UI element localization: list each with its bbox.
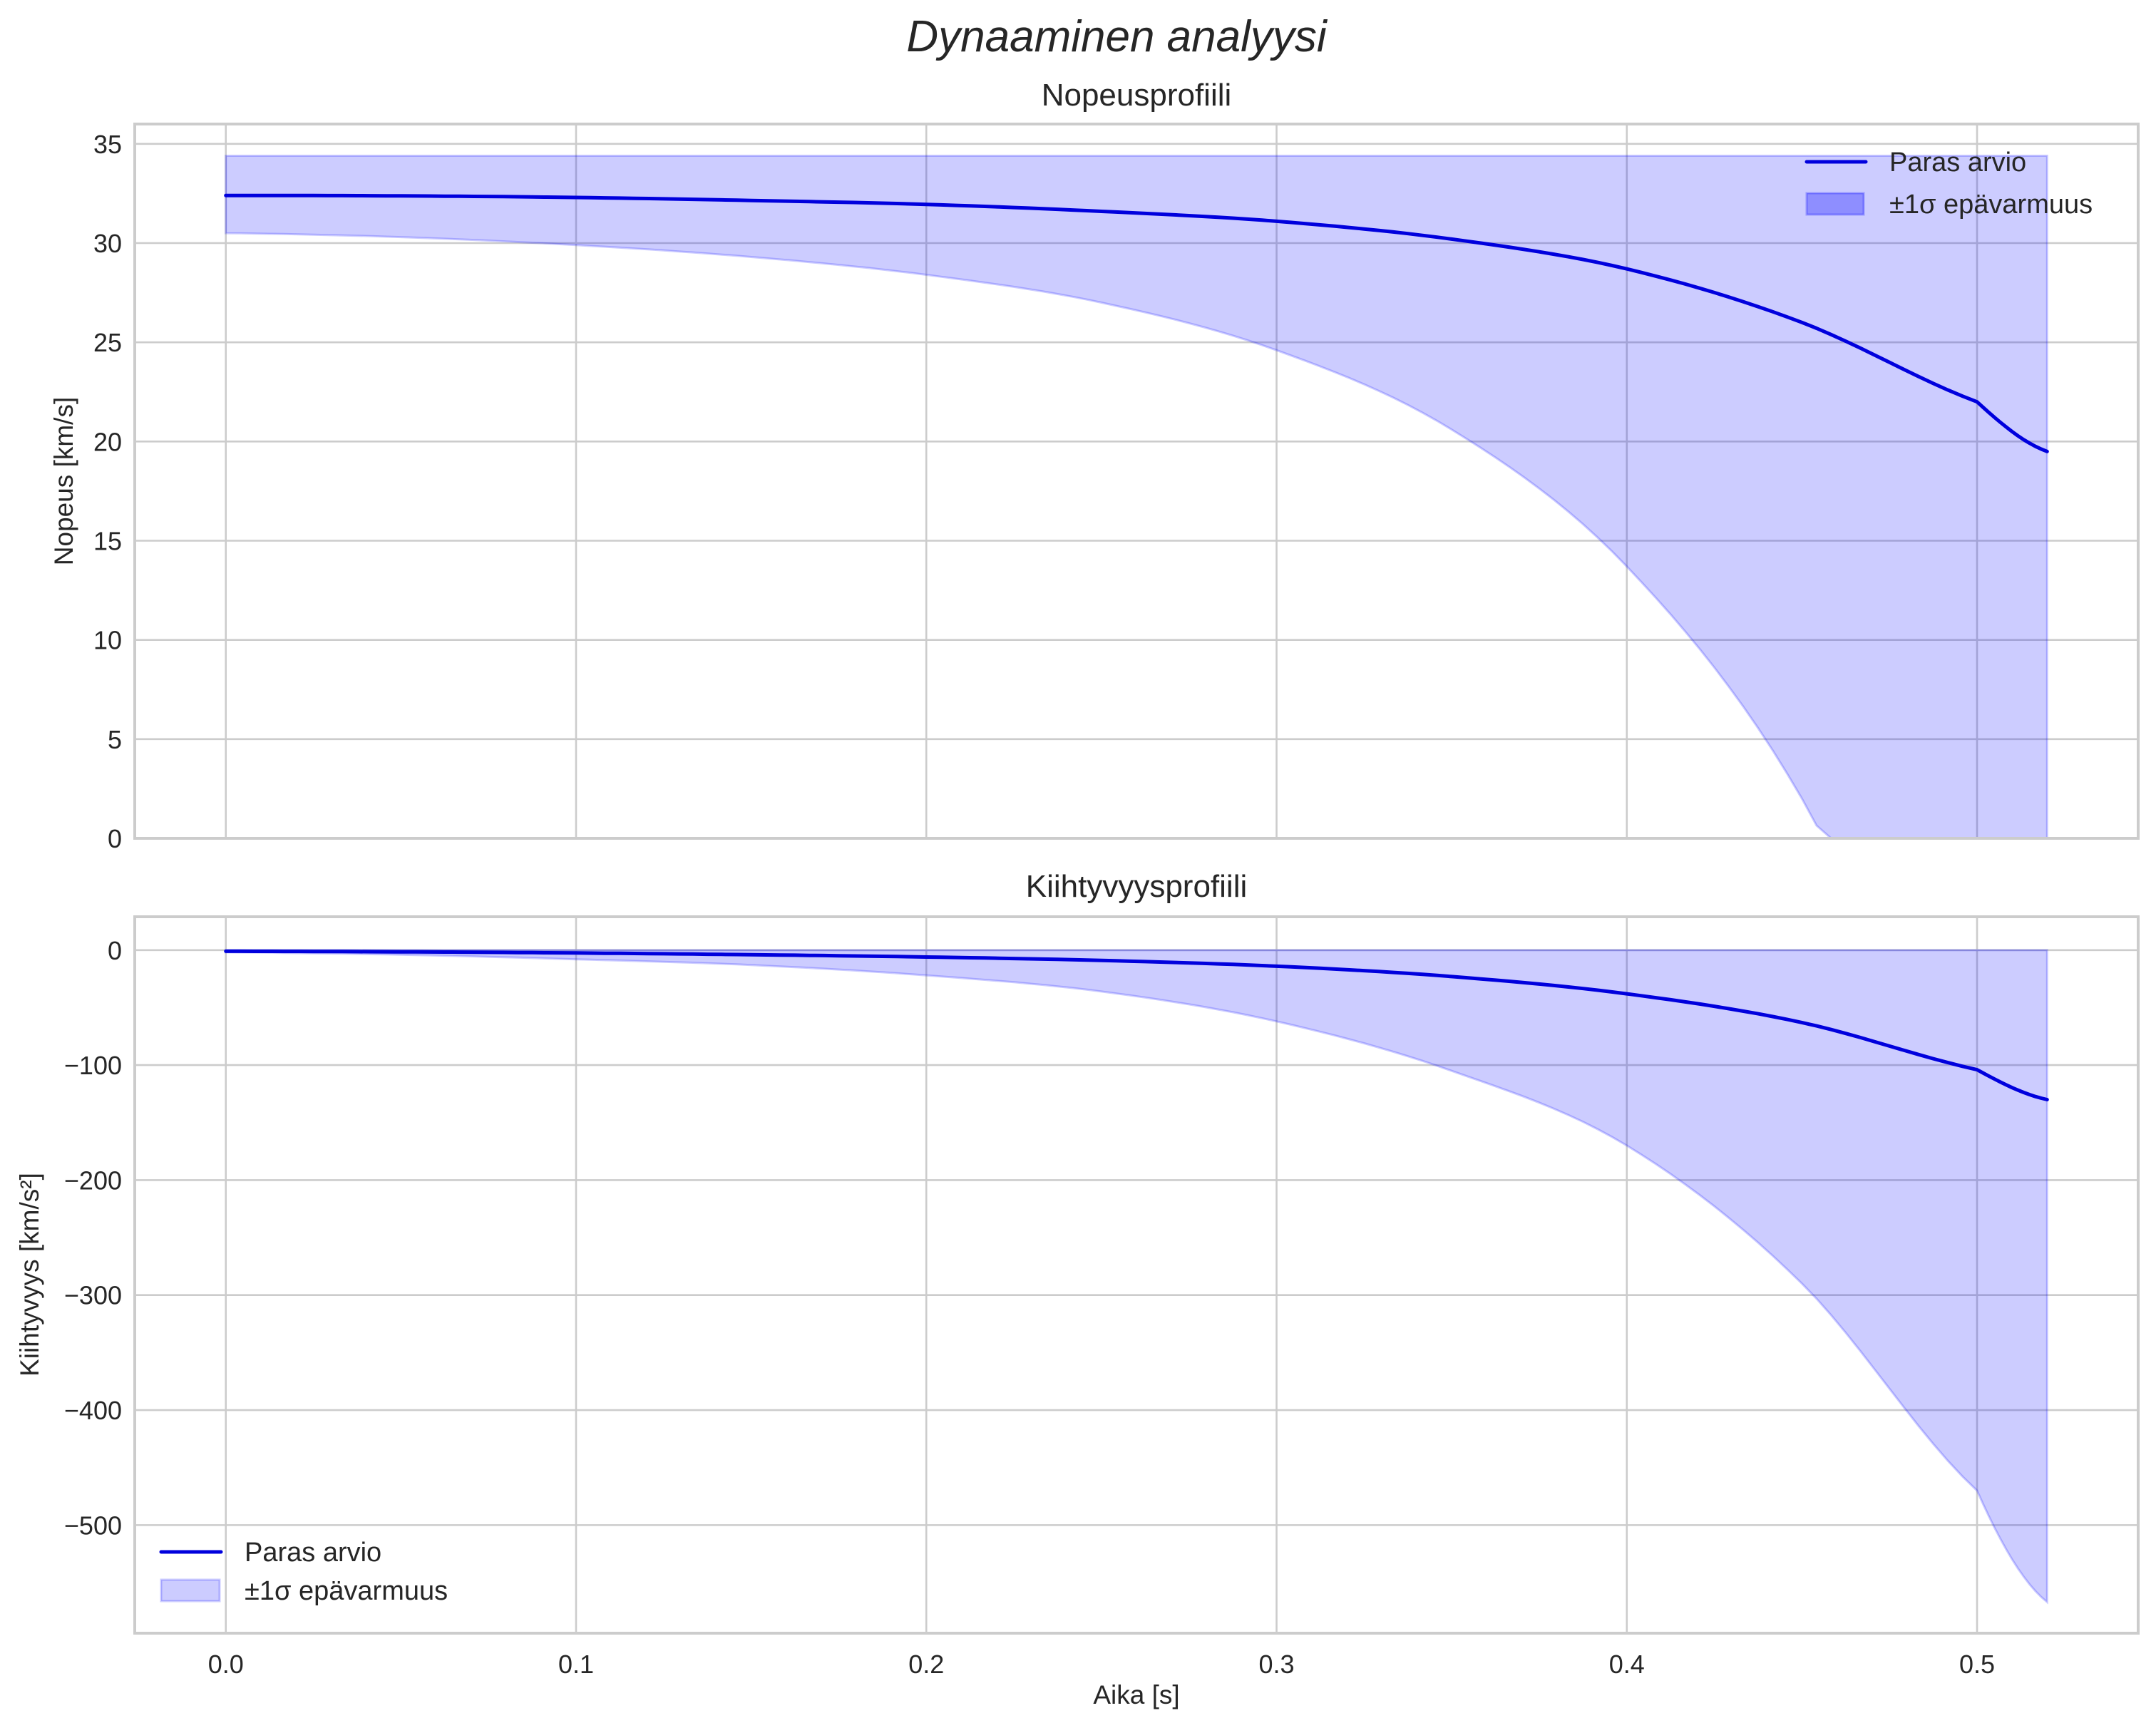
x-tick-label: 0.0 [208, 1650, 244, 1679]
acceleration-subplot: Kiihtyvyysprofiili 0 −100 −200 −300 −400 −500… [15, 869, 2140, 1709]
velocity-gridlines [135, 124, 2138, 840]
acceleration-best-estimate-line [224, 949, 2049, 1101]
y-tick-label: −500 [64, 1511, 122, 1540]
acceleration-axes-frame [133, 915, 2140, 1635]
y-tick-label: −100 [64, 1051, 122, 1080]
y-tick-label: 25 [93, 328, 122, 357]
velocity-y-ticks: 0 5 10 15 20 25 30 35 [93, 130, 122, 853]
y-tick-label: 15 [93, 527, 122, 556]
legend-label-uncertainty: ±1σ epävarmuus [1889, 190, 2093, 220]
y-tick-label: 35 [93, 130, 122, 159]
acceleration-x-ticks: 0.0 0.1 0.2 0.3 0.4 0.5 [208, 1650, 1995, 1679]
velocity-uncertainty-band [225, 155, 2048, 840]
y-tick-label: 0 [108, 824, 122, 853]
y-tick-label: 0 [108, 936, 122, 965]
figure-title: Dynaaminen analyysi [906, 12, 1328, 61]
legend-band-swatch [1805, 192, 1865, 216]
y-tick-label: −300 [64, 1281, 122, 1310]
velocity-axes-frame [133, 123, 2140, 840]
acceleration-y-ticks: 0 −100 −200 −300 −400 −500 [64, 936, 122, 1541]
y-tick-label: −400 [64, 1396, 122, 1425]
x-tick-label: 0.2 [908, 1650, 944, 1679]
legend-label-uncertainty: ±1σ epävarmuus [245, 1576, 448, 1606]
acceleration-legend: Paras arvio ±1σ epävarmuus [159, 1538, 448, 1606]
x-tick-label: 0.3 [1258, 1650, 1294, 1679]
y-tick-label: 5 [108, 725, 122, 754]
legend-label-best-estimate: Paras arvio [245, 1538, 381, 1568]
acceleration-y-label: Kiihtyvyys [km/s²] [15, 1173, 44, 1377]
velocity-y-label: Nopeus [km/s] [49, 397, 78, 565]
y-tick-label: −200 [64, 1166, 122, 1195]
legend-label-best-estimate: Paras arvio [1889, 148, 2026, 178]
y-tick-label: 10 [93, 626, 122, 655]
legend-band-swatch [160, 1578, 221, 1603]
x-tick-label: 0.1 [558, 1650, 594, 1679]
y-tick-label: 30 [93, 229, 122, 258]
velocity-subplot-title: Nopeusprofiili [1042, 78, 1232, 113]
acceleration-subplot-title: Kiihtyvyysprofiili [1026, 869, 1248, 904]
velocity-best-estimate-line [224, 193, 2049, 453]
x-tick-label: 0.5 [1959, 1650, 1995, 1679]
x-axis-label: Aika [s] [1093, 1680, 1179, 1709]
x-tick-label: 0.4 [1609, 1650, 1645, 1679]
acceleration-gridlines [135, 917, 2138, 1633]
acceleration-uncertainty-band [225, 949, 2048, 1605]
y-tick-label: 20 [93, 427, 122, 456]
velocity-legend: Paras arvio ±1σ epävarmuus [1805, 148, 2093, 220]
velocity-subplot: Nopeusprofiili 0 5 10 15 20 25 30 35 Nopeus [km… [49, 78, 2140, 853]
